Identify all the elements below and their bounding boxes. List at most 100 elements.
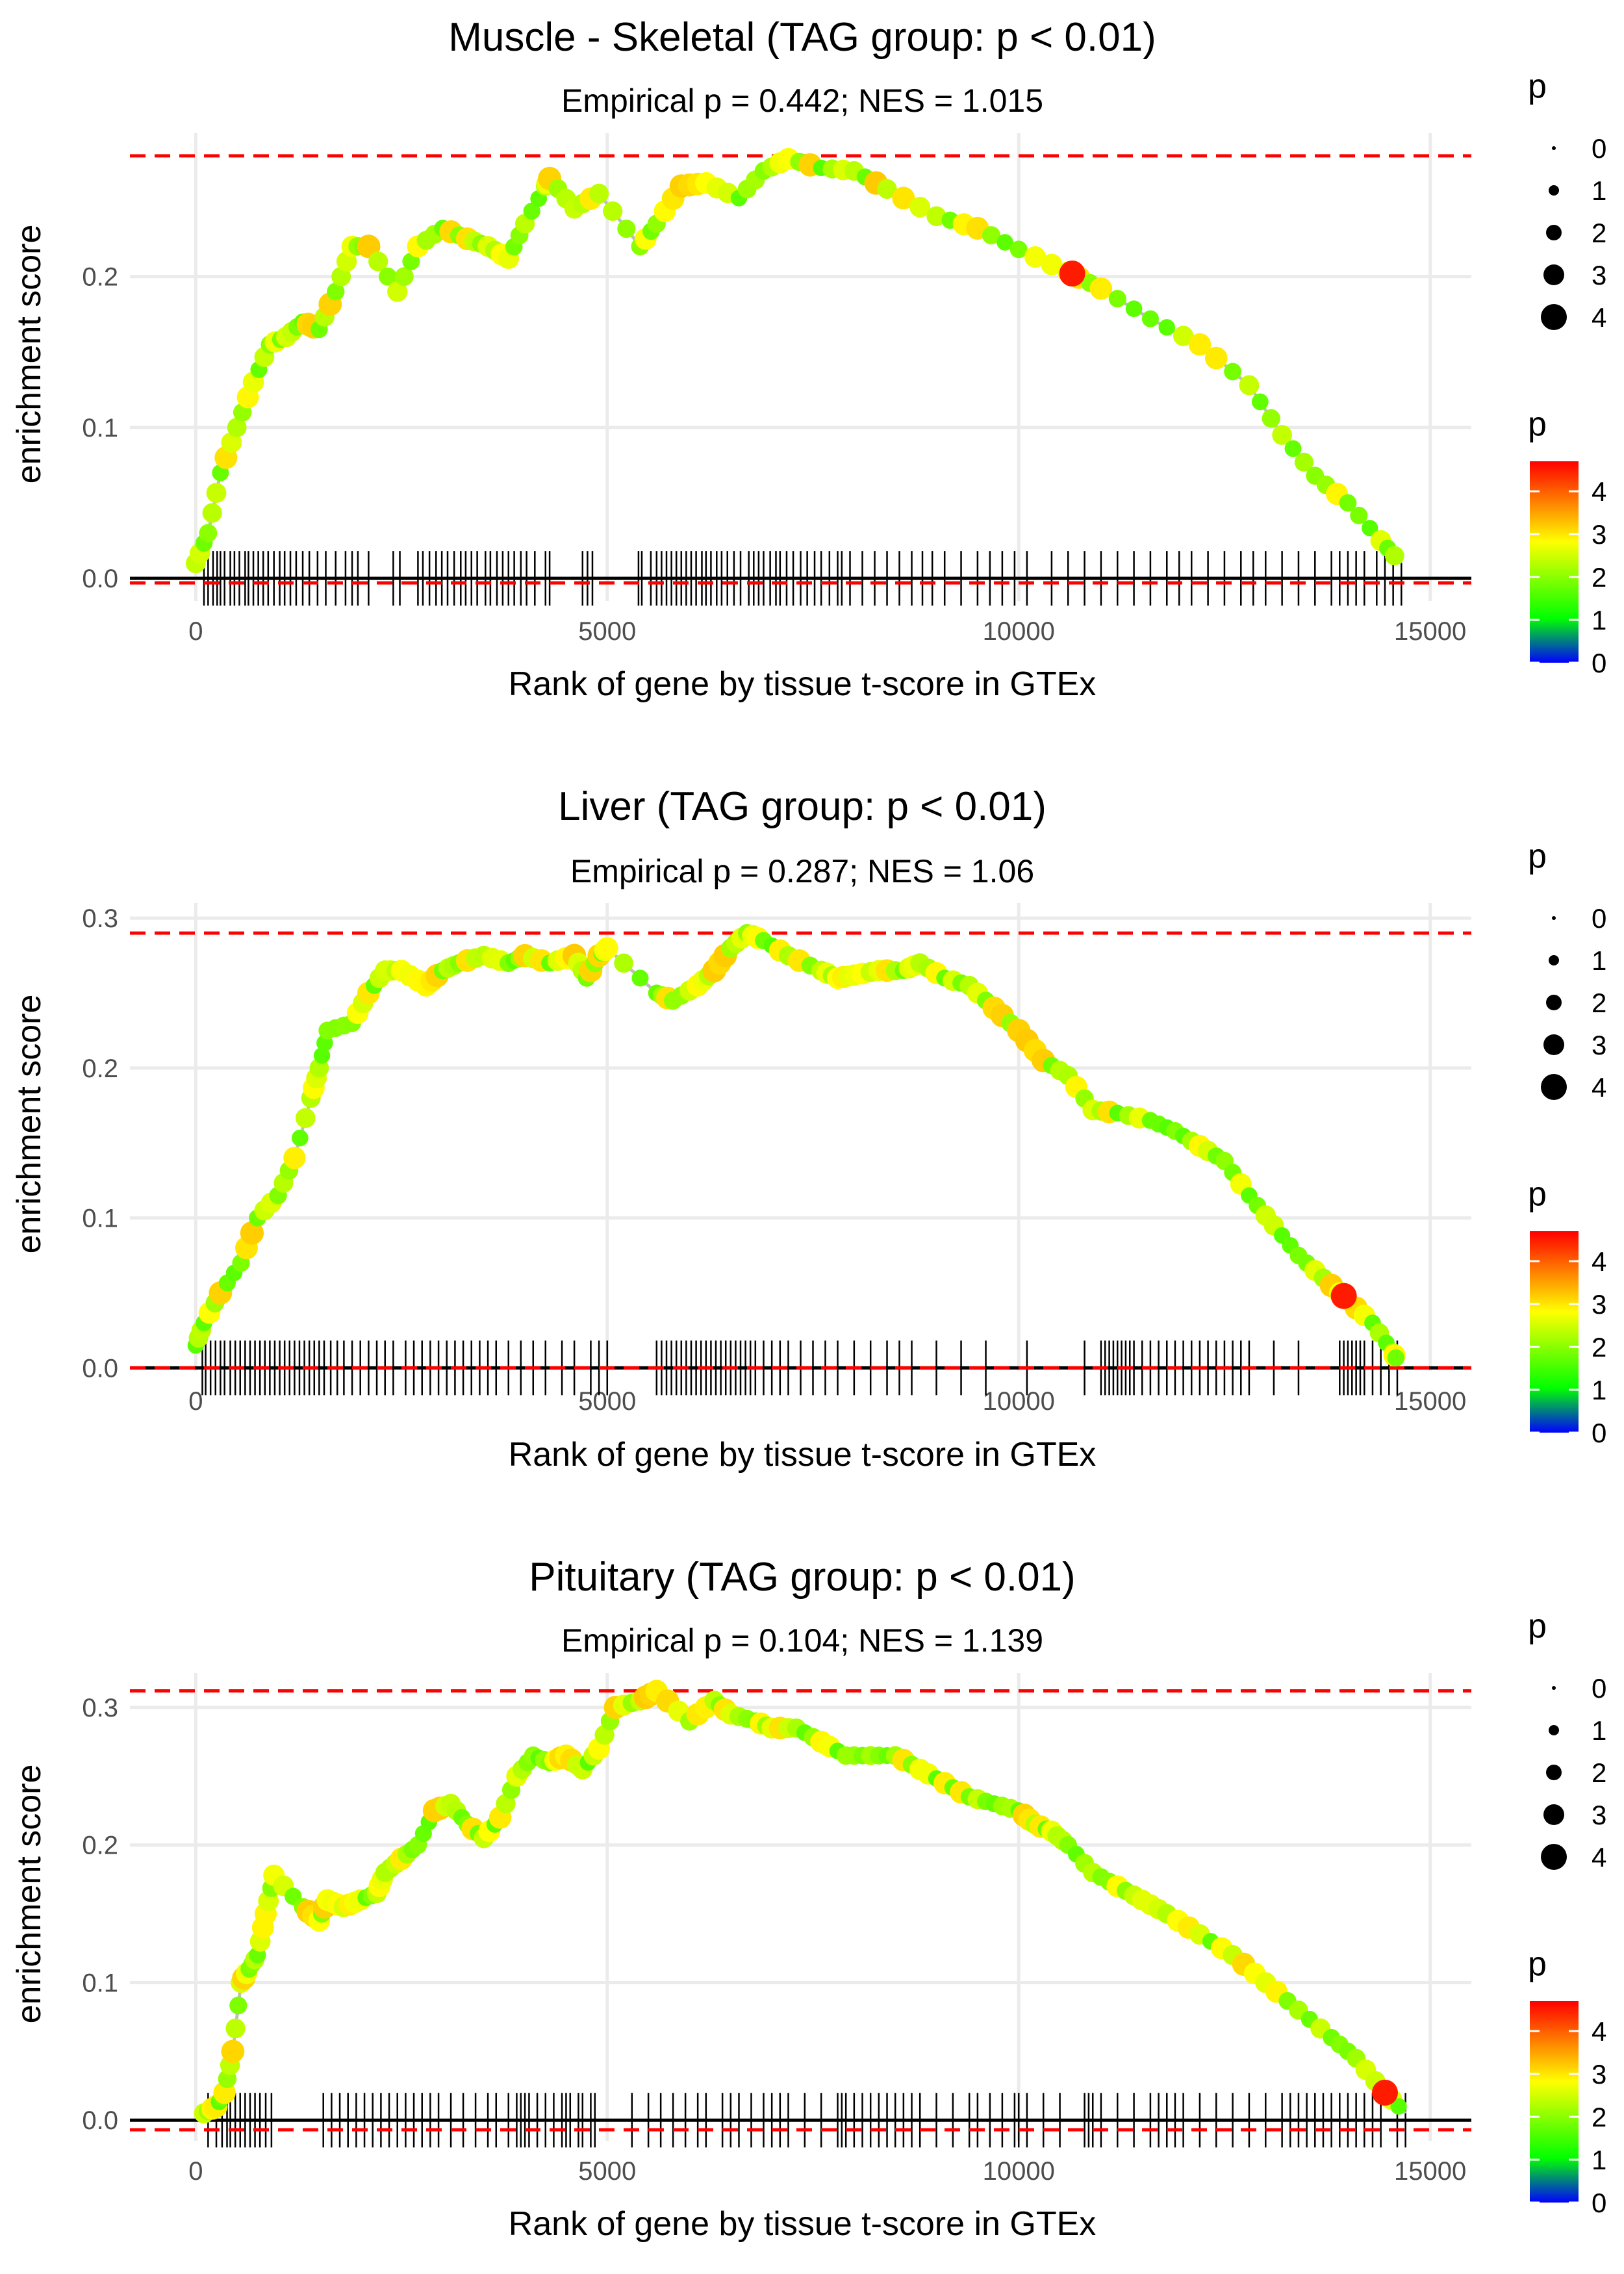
x-tick-label: 10000 [983, 617, 1055, 646]
enrichment-point [1362, 520, 1378, 537]
size-legend-label: 1 [1592, 175, 1606, 206]
color-legend-label: 3 [1592, 519, 1606, 550]
size-legend-dot [1549, 1725, 1559, 1735]
color-legend-title: p [1528, 1175, 1547, 1213]
color-legend-label: 3 [1592, 2059, 1606, 2089]
size-legend-dot [1549, 185, 1559, 196]
x-tick-label: 0 [188, 2157, 203, 2186]
enrichment-point [1239, 375, 1260, 396]
x-tick-label: 10000 [983, 1387, 1055, 1416]
size-legend-label: 3 [1592, 260, 1606, 290]
size-legend-dot [1543, 1804, 1564, 1825]
size-legend-title: p [1528, 1607, 1547, 1645]
enrichment-point [614, 953, 633, 973]
enrichment-point [1387, 1349, 1405, 1367]
legend-panel-2: p 0 1 2 3 4 p 4 3 2 1 0 [1528, 1607, 1606, 2218]
color-legend-label: 0 [1592, 1418, 1606, 1448]
color-legend-bar [1530, 461, 1579, 663]
color-legend-label: 2 [1592, 562, 1606, 593]
size-legend-label: 2 [1592, 218, 1606, 248]
enrichment-point [291, 1129, 309, 1147]
enrichment-point [1384, 546, 1404, 566]
enrichment-point [603, 201, 623, 222]
y-axis-label: enrichment score [10, 995, 48, 1254]
enrichment-point [877, 179, 897, 199]
enrichment-point [1108, 290, 1126, 308]
size-legend-label: 4 [1592, 1842, 1606, 1872]
enrichment-point [1339, 494, 1357, 512]
panel-muscle-skeletal: Muscle - Skeletal (TAG group: p < 0.01) … [10, 15, 1471, 703]
enrichment-points [186, 147, 1404, 574]
enrichment-point [1041, 253, 1063, 275]
x-tick-label: 15000 [1394, 1387, 1466, 1416]
enrichment-point [523, 202, 540, 220]
x-axis-label: Rank of gene by tissue t-score in GTEx [509, 665, 1097, 703]
enrichment-point [1141, 310, 1159, 327]
enrichment-point [229, 1997, 247, 2015]
size-legend-title: p [1528, 837, 1547, 875]
y-tick-label: 0.2 [82, 1054, 118, 1083]
enrichment-point [596, 937, 618, 960]
enrichment-point [227, 418, 247, 437]
gene-hit-ticks [203, 551, 1402, 606]
y-tick-label: 0.2 [82, 263, 118, 292]
enrichment-point [1251, 393, 1269, 411]
size-legend-dot [1541, 304, 1567, 330]
y-axis-label: enrichment score [10, 225, 48, 484]
color-legend-label: 0 [1592, 2188, 1606, 2218]
size-legend-label: 1 [1592, 1715, 1606, 1746]
enrichment-point [225, 2018, 246, 2039]
enrichment-point [1188, 333, 1212, 356]
y-tick-label: 0.1 [82, 1969, 118, 1997]
highlight-point [1371, 2079, 1398, 2106]
running-enrichment-line [203, 1689, 1407, 2115]
y-tick-label: 0.1 [82, 414, 118, 442]
size-legend-label: 0 [1592, 133, 1606, 164]
chart-subtitle: Empirical p = 0.287; NES = 1.06 [570, 853, 1034, 889]
x-tick-label: 5000 [578, 617, 636, 646]
enrichment-point [617, 220, 636, 238]
enrichment-point [379, 267, 397, 286]
size-legend-label: 2 [1592, 988, 1606, 1018]
enrichment-point [394, 267, 414, 287]
chart-subtitle: Empirical p = 0.104; NES = 1.139 [561, 1622, 1043, 1659]
color-legend-label: 2 [1592, 2102, 1606, 2132]
enrichment-point [1158, 319, 1175, 336]
color-legend-label: 0 [1592, 648, 1606, 678]
enrichment-point [1125, 300, 1143, 318]
size-legend-dot [1549, 955, 1559, 965]
y-tick-label: 0.0 [82, 1354, 118, 1383]
enrichment-point [387, 281, 408, 302]
enrichment-point [1024, 246, 1047, 268]
enrichment-point [1204, 346, 1228, 370]
x-tick-label: 0 [188, 617, 203, 646]
size-legend-dot [1546, 995, 1562, 1010]
color-legend-title: p [1528, 1945, 1547, 1983]
size-legend-label: 2 [1592, 1757, 1606, 1788]
enrichment-points [187, 924, 1406, 1367]
size-legend-dot [1541, 1844, 1567, 1870]
size-legend-dot [1541, 1074, 1567, 1100]
enrichment-point [331, 266, 351, 287]
color-legend-label: 1 [1592, 605, 1606, 635]
y-tick-label: 0.0 [82, 2106, 118, 2135]
enrichment-point [1089, 277, 1113, 300]
panel-pituitary: Pituitary (TAG group: p < 0.01) Empirica… [10, 1555, 1471, 2243]
enrichment-point [206, 483, 227, 503]
size-legend-dot [1552, 146, 1556, 150]
enrichment-point [1390, 2098, 1407, 2115]
size-legend-dot [1552, 916, 1556, 920]
x-tick-label: 0 [188, 1387, 203, 1416]
y-tick-label: 0.2 [82, 1832, 118, 1860]
chart-title: Muscle - Skeletal (TAG group: p < 0.01) [448, 15, 1156, 60]
enrichment-point [295, 1108, 316, 1129]
enrichment-point [1262, 409, 1280, 428]
y-tick-label: 0.3 [82, 904, 118, 933]
enrichment-point [327, 283, 345, 301]
chart-subtitle: Empirical p = 0.442; NES = 1.015 [561, 83, 1043, 119]
color-legend-bar [1530, 2001, 1579, 2203]
y-tick-label: 0.3 [82, 1694, 118, 1722]
y-tick-label: 0.1 [82, 1205, 118, 1233]
size-legend-label: 0 [1592, 903, 1606, 934]
